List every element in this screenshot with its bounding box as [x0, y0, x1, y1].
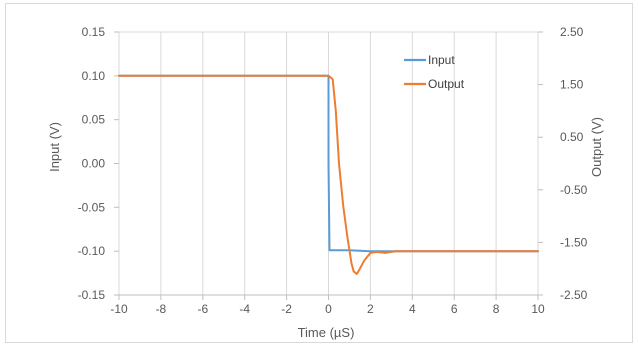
x-tick-label: -2	[281, 302, 292, 316]
legend-label-output: Output	[428, 77, 465, 91]
left-y-tick-label: 0.05	[82, 113, 106, 127]
x-tick-label: 8	[493, 302, 500, 316]
series-line-input	[118, 74, 539, 253]
left-y-tick-label: 0.15	[82, 25, 106, 39]
x-tick-label: -6	[197, 302, 208, 316]
axes	[114, 31, 543, 300]
x-tick-label: 0	[325, 302, 332, 316]
x-tick-label: 4	[409, 302, 416, 316]
left-y-tick-label: -0.10	[78, 244, 106, 258]
x-tick-label: -8	[156, 302, 167, 316]
left-y-tick-labels: 0.15 0.10 0.05 0.00 -0.05 -0.10 -0.15	[78, 25, 106, 302]
left-y-axis-title: Input (V)	[47, 122, 62, 172]
right-y-tick-label: 2.50	[560, 25, 584, 39]
legend: Input Output	[404, 53, 465, 91]
right-y-tick-label: 1.50	[560, 78, 584, 92]
x-tick-labels: -10 -8 -6 -4 -2 0 2 4 6 8 10	[110, 302, 545, 316]
line-chart: 0.15 0.10 0.05 0.00 -0.05 -0.10 -0.15 2.50 1.50…	[47, 25, 604, 340]
left-y-tick-label: -0.15	[78, 288, 106, 302]
x-tick-label: -4	[239, 302, 250, 316]
right-y-tick-label: 0.50	[560, 130, 584, 144]
x-tick-label: 10	[531, 302, 545, 316]
series-line-output	[118, 74, 539, 275]
right-y-tick-label: -2.50	[560, 288, 588, 302]
left-y-tick-label: 0.00	[82, 157, 106, 171]
chart-frame: 0.15 0.10 0.05 0.00 -0.05 -0.10 -0.15 2.50 1.50…	[5, 3, 633, 343]
right-y-tick-label: -1.50	[560, 235, 588, 249]
x-tick-label: 6	[451, 302, 458, 316]
right-y-axis-title: Output (V)	[589, 117, 604, 177]
x-axis-title: Time (µS)	[298, 325, 355, 340]
left-y-tick-label: -0.05	[78, 200, 106, 214]
series-lines	[118, 74, 539, 275]
x-tick-label: -10	[110, 302, 128, 316]
x-tick-label: 2	[367, 302, 374, 316]
left-y-tick-label: 0.10	[82, 69, 106, 83]
right-y-tick-label: -0.50	[560, 183, 588, 197]
legend-label-input: Input	[428, 53, 455, 67]
right-y-tick-labels: 2.50 1.50 0.50 -0.50 -1.50 -2.50	[560, 25, 588, 302]
